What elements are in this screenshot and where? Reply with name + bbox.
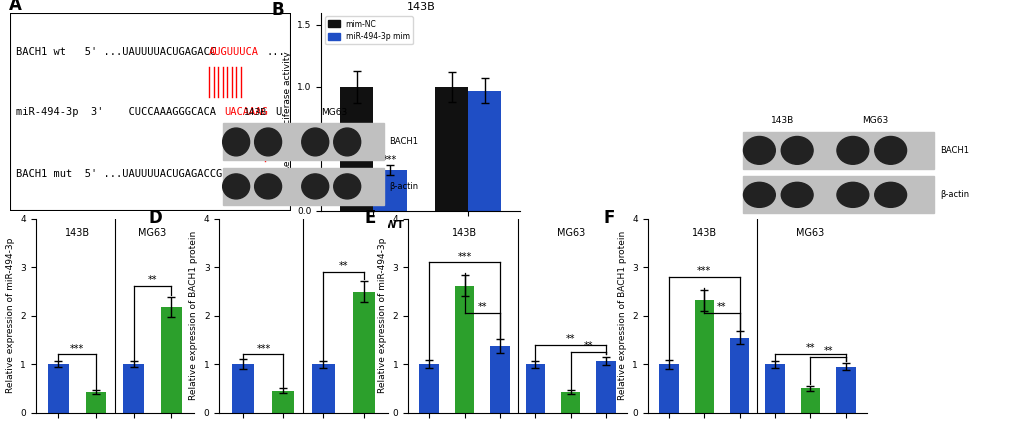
Text: 143B: 143B [244, 108, 267, 117]
Bar [454, 286, 474, 413]
Bar [232, 364, 254, 413]
Text: MG63: MG63 [139, 228, 166, 238]
Ellipse shape [222, 128, 250, 156]
Bar [596, 361, 615, 413]
Ellipse shape [302, 128, 328, 156]
Text: **: ** [477, 302, 486, 312]
Text: **: ** [805, 343, 814, 352]
Ellipse shape [333, 174, 361, 199]
Bar [353, 291, 374, 413]
Ellipse shape [333, 128, 361, 156]
Text: CA: CA [263, 169, 275, 179]
Text: **: ** [716, 302, 726, 312]
Text: β-actin: β-actin [389, 182, 418, 191]
Bar [222, 123, 384, 160]
Text: ...: ... [266, 47, 284, 57]
Y-axis label: Relative expression of BACH1 protein: Relative expression of BACH1 protein [618, 231, 626, 400]
Bar [743, 132, 933, 169]
Bar [560, 392, 580, 413]
Ellipse shape [837, 136, 868, 164]
Text: UACAAAG: UACAAAG [224, 107, 267, 117]
Text: BACH1: BACH1 [940, 146, 968, 155]
Text: **: ** [583, 341, 593, 351]
Bar [800, 388, 819, 413]
Bar [694, 300, 713, 413]
Bar [658, 364, 678, 413]
Bar [272, 391, 294, 413]
Ellipse shape [302, 174, 328, 199]
Ellipse shape [837, 182, 868, 208]
Text: **: ** [822, 346, 833, 357]
Legend: mim-NC, miR-494-3p mim: mim-NC, miR-494-3p mim [325, 16, 413, 44]
Text: 143B: 143B [691, 228, 716, 238]
Y-axis label: Relative expression of BACH1 protein: Relative expression of BACH1 protein [190, 231, 198, 400]
Bar [434, 87, 468, 210]
Ellipse shape [781, 182, 812, 208]
Text: ***: *** [382, 155, 396, 165]
Text: **: ** [148, 275, 157, 285]
Text: **: ** [338, 261, 347, 271]
Text: AUGUUUCA: AUGUUUCA [209, 47, 259, 57]
Bar [525, 364, 544, 413]
Text: 143B: 143B [451, 228, 477, 238]
Text: E: E [364, 209, 375, 227]
Text: BACH1 wt   5' ...UAUUUUACUGAGACC: BACH1 wt 5' ...UAUUUUACUGAGACC [16, 47, 216, 57]
Ellipse shape [781, 136, 812, 164]
Text: ***: *** [70, 344, 85, 354]
Ellipse shape [743, 182, 774, 208]
Text: 143B: 143B [64, 228, 90, 238]
Y-axis label: Relative expression of miR-494-3p: Relative expression of miR-494-3p [378, 238, 386, 394]
Ellipse shape [874, 182, 906, 208]
Bar [468, 91, 500, 210]
Text: MG63: MG63 [321, 108, 347, 117]
Bar [123, 364, 144, 413]
Text: ***: *** [696, 266, 710, 276]
Bar [86, 392, 106, 413]
Text: ...: ... [275, 169, 293, 179]
Text: F: F [603, 209, 614, 227]
Text: **: ** [566, 334, 575, 344]
Text: MG63: MG63 [862, 116, 888, 125]
Text: MG63: MG63 [796, 228, 823, 238]
Bar [836, 367, 855, 413]
Title: 143B: 143B [406, 2, 435, 12]
Bar [764, 364, 784, 413]
Bar [340, 87, 373, 210]
Bar [419, 364, 438, 413]
Ellipse shape [874, 136, 906, 164]
Ellipse shape [255, 174, 281, 199]
Text: BACH1: BACH1 [389, 138, 418, 147]
Text: MG63: MG63 [556, 228, 584, 238]
Text: 143B: 143B [770, 116, 793, 125]
Bar [743, 176, 933, 213]
Bar [312, 364, 334, 413]
Text: β-actin: β-actin [940, 190, 969, 199]
Text: ***: *** [457, 251, 471, 261]
Text: BACH1 mut  5' ...UAUUUUACUGAGACCGCUACG: BACH1 mut 5' ...UAUUUUACUGAGACCGCUACG [16, 169, 253, 179]
Bar [48, 364, 68, 413]
Text: B: B [271, 1, 284, 19]
Bar [222, 168, 384, 205]
Bar [490, 346, 510, 413]
Text: miR-494-3p  3'    CUCCAAAGGGCACA: miR-494-3p 3' CUCCAAAGGGCACA [16, 107, 216, 117]
Ellipse shape [743, 136, 774, 164]
Bar [161, 307, 181, 413]
Ellipse shape [222, 174, 250, 199]
Bar [373, 170, 407, 210]
Text: ***: *** [256, 344, 270, 354]
Text: U: U [275, 107, 281, 117]
Text: D: D [149, 209, 162, 227]
Y-axis label: Relative expression of miR-494-3p: Relative expression of miR-494-3p [6, 238, 14, 394]
Ellipse shape [255, 128, 281, 156]
Y-axis label: Relative luciferase activity: Relative luciferase activity [282, 51, 291, 172]
Bar [730, 338, 749, 413]
Text: A: A [9, 0, 21, 14]
